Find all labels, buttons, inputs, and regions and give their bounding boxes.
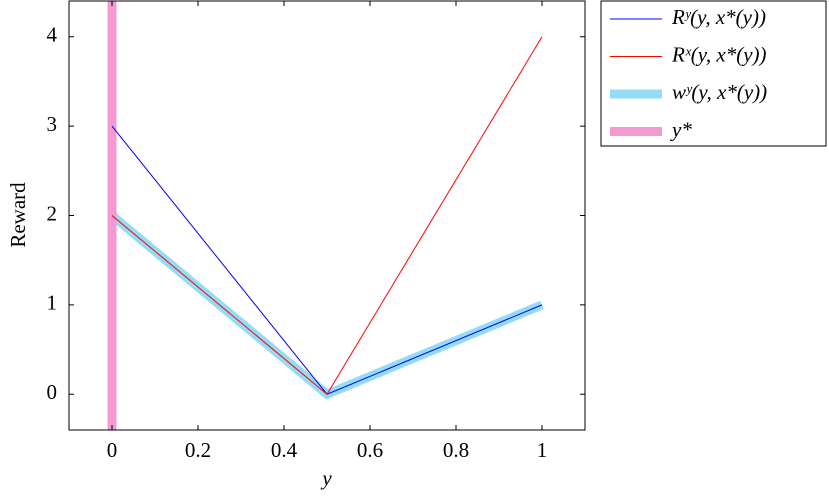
x-tick-label: 0.2 bbox=[185, 438, 211, 462]
legend-box bbox=[600, 0, 827, 147]
series-line bbox=[111, 36, 543, 396]
plot bbox=[107, 1, 544, 430]
y-tick-label: 0 bbox=[47, 380, 58, 404]
y-tick-label: 2 bbox=[47, 201, 58, 225]
y-axis-label: Reward bbox=[6, 182, 30, 248]
legend-label: Rˣ(y, x*(y)) bbox=[671, 42, 767, 66]
x-tick-label: 0 bbox=[107, 438, 118, 462]
x-tick-label: 0.8 bbox=[443, 438, 469, 462]
legend-label: wʸ(y, x*(y)) bbox=[672, 80, 767, 104]
legend-label: y* bbox=[670, 117, 692, 141]
series-line bbox=[109, 212, 544, 400]
x-axis-label: y bbox=[320, 466, 332, 490]
y-tick-label: 1 bbox=[47, 291, 58, 315]
x-tick-label: 0.6 bbox=[357, 438, 383, 462]
x-tick-label: 1 bbox=[537, 438, 548, 462]
series-line bbox=[111, 125, 543, 395]
axis-frame bbox=[68, 0, 586, 431]
x-tick-label: 0.4 bbox=[271, 438, 298, 462]
y-tick-label: 4 bbox=[47, 23, 58, 47]
y-tick-label: 3 bbox=[47, 112, 58, 136]
legend-label: Rʸ(y, x*(y)) bbox=[671, 5, 766, 29]
legend: Rʸ(y, x*(y)) Rˣ(y, x*(y)) wʸ(y, x*(y)) y* bbox=[600, 0, 827, 147]
